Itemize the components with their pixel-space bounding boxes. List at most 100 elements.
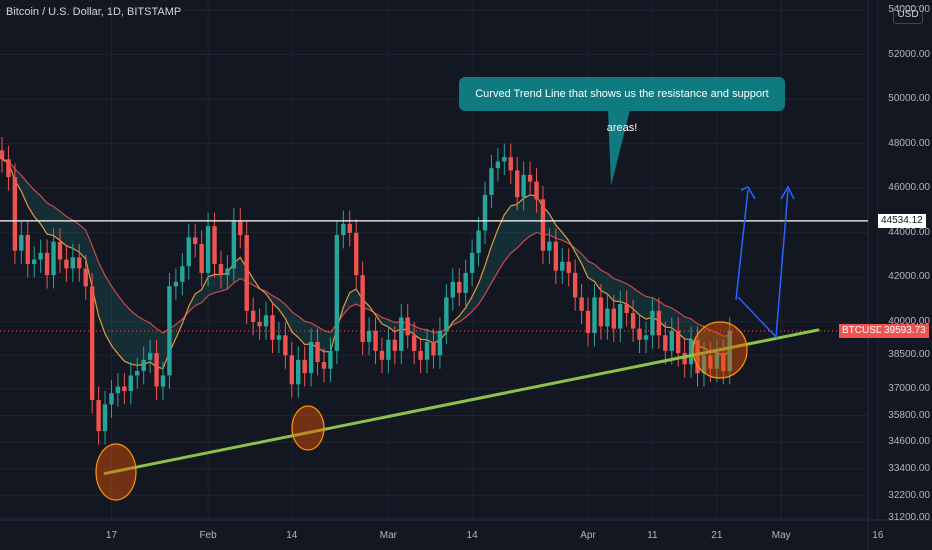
y-tick-label: 50000.00 [888,93,930,105]
candle-body [424,341,430,360]
touch-point-circle [692,321,748,379]
candle-body [463,272,468,293]
x-tick-label: 21 [711,530,723,541]
candle-body [701,355,707,374]
candle-body [341,223,346,236]
y-tick-label: 34600.00 [888,436,930,448]
y-tick-label: 46000.00 [888,182,930,194]
candle-body [263,315,269,327]
candle-body [379,350,385,360]
candle-body [315,341,320,363]
last-price-tag: 39593.73 [881,323,929,338]
candle-body [160,375,166,387]
candle-body [0,150,5,160]
candle-body [682,353,687,365]
candle-body [225,268,230,276]
candle-body [489,168,494,195]
candle-body [418,350,423,360]
candle-body [663,335,668,351]
x-tick-label: 11 [647,530,658,541]
candle-body [669,330,674,351]
candle-body [141,359,146,371]
candle-body [147,353,153,360]
candle-body [566,261,571,273]
candle-body [238,221,243,236]
x-tick-label: 17 [105,530,118,541]
candle-body [476,230,481,253]
candle-body [218,264,224,276]
candle-body [102,404,108,432]
x-tick-label: Apr [580,530,596,541]
candle-body [572,272,578,298]
arrow-head-2 [780,185,795,200]
candle-body [199,243,204,273]
candle-body [721,353,726,371]
candle-body [444,297,449,331]
y-tick-label: 48000.00 [888,137,930,149]
candle-body [611,308,616,329]
currency-button[interactable]: USD [893,6,923,24]
candle-body [637,328,642,340]
y-tick-label: 54000.00 [888,4,930,15]
projection-arrow-1 [735,189,749,301]
candle-body [579,297,584,311]
candle-body [392,339,398,351]
y-tick-label: 38500.00 [888,349,930,361]
candle-body [630,313,636,329]
candle-body [366,330,372,342]
candle-body [193,237,198,244]
x-tick-label: May [771,530,791,541]
candle-body [547,241,552,251]
candle-body [650,310,655,336]
candle-body [534,181,539,200]
candle-body [276,335,282,340]
candle-body [109,393,114,405]
candle-body [708,355,713,369]
ema-fast-line [1,158,731,370]
candle-body [598,297,604,327]
y-tick-label: 44000.00 [888,226,930,238]
candle-body [354,232,359,276]
candle-body [482,194,488,231]
x-tick-label: Feb [199,530,217,541]
touch-point-circle [95,443,137,501]
candle-body [515,170,520,198]
candle-body [180,266,185,282]
candle-body [502,157,507,162]
y-tick-label: 42000.00 [888,271,930,283]
candle-body [643,335,649,340]
candle-body [469,252,475,273]
candle-body [450,281,455,298]
ema-slow-line [1,158,730,337]
candle-body [19,235,24,251]
candle-body [38,252,43,260]
candle-body [437,330,443,356]
candle-body [360,275,365,342]
candle-body [624,304,629,314]
candle-body [96,399,101,432]
candle-body [270,315,275,340]
candle-body [431,341,436,356]
candle-body [521,174,526,198]
candle-body [83,268,88,287]
candle-body [328,350,333,369]
candle-body [51,241,56,276]
candle-body [12,177,18,251]
candle-body [128,375,133,391]
candle-body [244,235,249,311]
support-trend-line [103,328,820,475]
candle-body [296,359,301,385]
y-tick-label: 52000.00 [888,48,930,60]
candle-body [257,321,262,327]
symbol-tag: BTCUSD [839,323,887,338]
candle-body [457,281,462,293]
candle-body [605,308,610,327]
candle-body [618,304,623,329]
candle-body [321,362,327,369]
candle-body [560,261,565,271]
candle-body [592,297,597,334]
candle-body [695,339,700,374]
x-tick-label: 16 [872,530,884,541]
candle-body [25,235,30,264]
candle-body [89,286,95,400]
